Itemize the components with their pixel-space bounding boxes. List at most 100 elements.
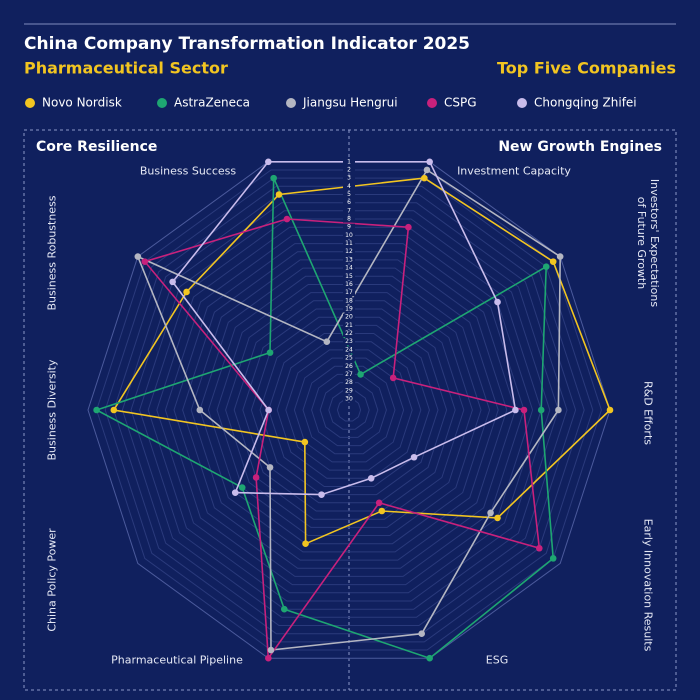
point <box>318 491 325 498</box>
point <box>549 555 557 562</box>
legend-label: AstraZeneca <box>174 96 250 110</box>
tick-label: 20 <box>345 314 353 321</box>
tick-bg <box>343 264 355 272</box>
tick-label: 16 <box>345 281 353 288</box>
tick-bg <box>343 289 355 297</box>
legend-marker <box>517 98 527 108</box>
tick-label: 19 <box>345 305 353 312</box>
point <box>266 349 274 356</box>
tick-label: 27 <box>345 371 353 378</box>
point <box>423 166 431 174</box>
tick-bg <box>343 346 355 354</box>
point <box>405 223 412 231</box>
tick-bg <box>343 207 355 215</box>
legend-label: Chongqing Zhifei <box>534 96 637 110</box>
grid-ring <box>250 316 448 504</box>
point <box>280 605 288 613</box>
tick-label: 14 <box>345 265 353 272</box>
tick-bg <box>343 313 355 321</box>
tick-label: 22 <box>345 330 353 337</box>
point <box>323 338 331 346</box>
subtitle: Pharmaceutical Sector <box>24 59 228 78</box>
axis-label: Early Innovation Results <box>641 518 655 652</box>
grid-ring <box>104 177 594 643</box>
grid-ring <box>285 349 413 471</box>
grid-ring <box>336 398 362 422</box>
point <box>301 438 309 446</box>
point <box>231 489 239 496</box>
grid-ring <box>113 185 585 635</box>
tick-bg <box>343 370 355 378</box>
grid-ring <box>233 300 465 520</box>
tick-label: 4 <box>347 183 351 190</box>
tick-bg <box>343 362 355 370</box>
point <box>270 174 277 182</box>
point <box>196 406 204 414</box>
point <box>421 174 428 182</box>
point <box>169 278 176 286</box>
chart-title: China Company Transformation Indicator 2… <box>24 34 470 54</box>
point <box>606 406 614 414</box>
axis-label: R&D Efforts <box>641 380 655 445</box>
tick-label: 29 <box>345 387 353 394</box>
point <box>265 654 272 662</box>
point <box>265 406 272 414</box>
panel-border <box>23 129 677 691</box>
point <box>535 544 543 552</box>
tick-label: 18 <box>345 297 353 304</box>
grid-ring <box>147 218 551 602</box>
tick-label: 26 <box>345 363 353 370</box>
grid-ring <box>190 259 508 561</box>
series-points <box>93 158 614 662</box>
grid-ring <box>319 382 379 438</box>
axis-label: Investment Capacity <box>457 164 571 178</box>
tick-label: 5 <box>347 191 351 198</box>
point <box>378 507 386 515</box>
tick-bg <box>343 223 355 231</box>
section-label: Core Resilience <box>36 139 157 155</box>
tick-bg <box>343 330 355 338</box>
point <box>487 509 494 517</box>
tick-bg <box>343 354 355 362</box>
tick-bg <box>343 182 355 190</box>
tick-bg <box>343 321 355 329</box>
point <box>537 406 545 414</box>
point <box>418 630 425 637</box>
point <box>520 406 528 414</box>
legend-label: CSPG <box>444 96 477 110</box>
point <box>141 258 149 265</box>
grid-ring <box>164 234 534 586</box>
grid-ring <box>311 373 387 447</box>
point <box>238 484 246 491</box>
axis-label: Business Success <box>139 164 237 178</box>
tick-bg <box>343 199 355 207</box>
subtitle-right: Top Five Companies <box>497 59 676 78</box>
tick-label: 3 <box>347 175 351 182</box>
axis-label: China Policy Power <box>45 528 59 632</box>
tick-bg <box>343 305 355 313</box>
tick-label: 6 <box>347 199 351 206</box>
section-label: New Growth Engines <box>498 139 662 155</box>
grid-ring <box>173 243 525 577</box>
point <box>542 263 550 270</box>
point <box>252 474 260 481</box>
tick-label: 1 <box>347 158 351 165</box>
tick-bg <box>343 256 355 264</box>
grid-ring <box>130 202 568 618</box>
tick-bg <box>343 395 355 403</box>
point <box>556 253 564 260</box>
point <box>183 288 190 296</box>
tick-label: 21 <box>345 322 353 329</box>
point <box>357 371 364 378</box>
point <box>426 158 433 166</box>
tick-bg <box>343 272 355 280</box>
tick-bg <box>343 297 355 305</box>
point <box>275 191 283 198</box>
point <box>302 540 309 548</box>
grid-ring <box>121 194 577 626</box>
grid-ring <box>302 365 396 455</box>
tick-label: 10 <box>345 232 353 239</box>
tick-label: 25 <box>345 355 353 362</box>
